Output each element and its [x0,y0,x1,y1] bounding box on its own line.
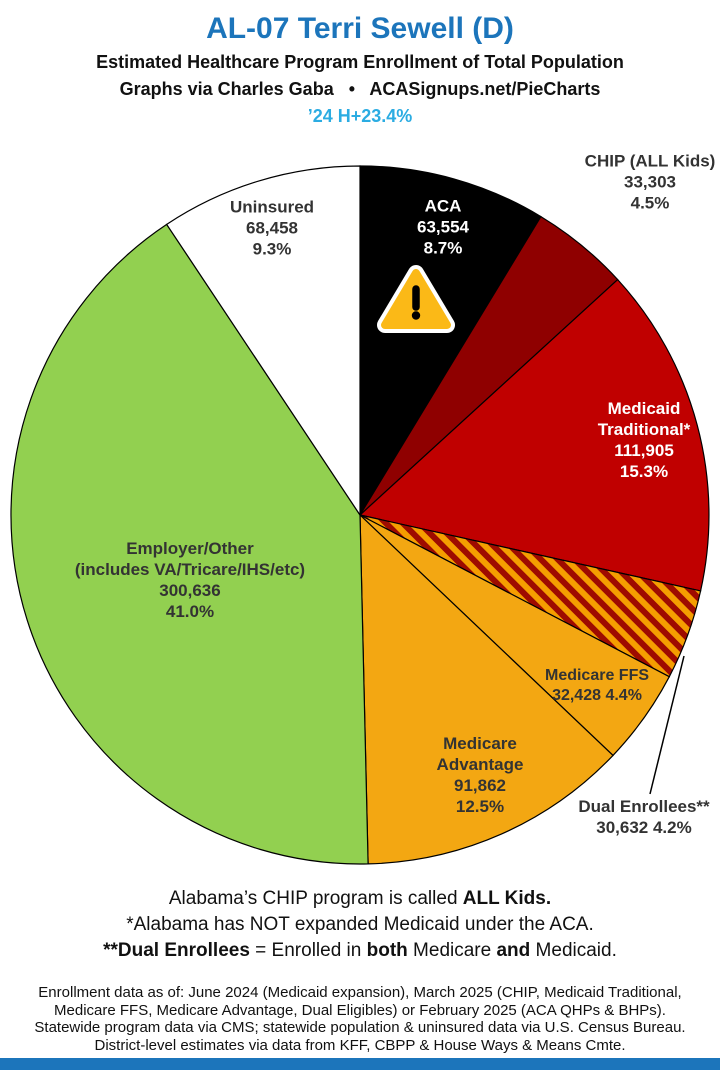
note-line-2: *Alabama has NOT expanded Medicaid under… [126,914,594,935]
note-line-3-text3: Medicaid. [530,940,617,961]
note-line-3-bold3: and [496,940,531,961]
pie-slice-medicare-advantage [359,513,614,865]
pie-chart: Uninsured 68,458 9.3% ACA 63,554 8.7% CH… [0,150,720,865]
label-chip-name: CHIP (ALL Kids) [584,151,716,171]
subtitle-line2: Graphs via Charles Gaba • ACASignups.net… [119,79,601,99]
label-medicaid-name2: Traditional* [597,420,691,439]
dual-pointer-line [649,655,685,795]
label-employer-pct: 41.0% [165,602,215,621]
warning-icon-exclamation-dot [411,311,421,320]
label-ffs-value-pct: 32,428 4.4% [552,687,642,704]
header: AL-07 Terri Sewell (D) Estimated Healthc… [0,0,720,127]
note-line-3-text2: Medicare [407,940,497,961]
label-ffs-name: Medicare FFS [544,667,650,684]
label-advantage-name1: Medicare [443,734,517,753]
label-chip: CHIP (ALL Kids) 33,303 4.5% [585,151,716,214]
label-advantage-name2: Advantage [436,755,524,774]
label-uninsured-value: 68,458 [246,218,298,238]
label-medicare-advantage: Medicare Advantage 91,862 12.5% [437,733,524,817]
note-line-3-text1: = Enrolled in [249,940,367,961]
label-employer-name2: (includes VA/Tricare/IHS/etc) [74,560,306,579]
note-line-1: Alabama’s CHIP program is called ALL Kid… [0,886,720,912]
subtitle-line1: Estimated Healthcare Program Enrollment … [96,52,624,72]
label-medicaid-pct: 15.3% [619,462,669,481]
footer-line-3: Statewide program data via CMS; statewid… [34,1019,686,1036]
notes: Alabama’s CHIP program is called ALL Kid… [0,886,720,964]
label-chip-value: 33,303 [624,172,676,192]
label-advantage-pct: 12.5% [455,797,505,816]
note-line-1-text: Alabama’s CHIP program is called [168,888,463,909]
label-medicaid-value: 111,905 [614,441,674,460]
label-medicare-ffs: Medicare FFS 32,428 4.4% [545,666,649,706]
label-chip-pct: 4.5% [630,193,670,213]
pie-slices [10,165,710,865]
label-aca: ACA 63,554 8.7% [417,196,469,259]
footer-line-1: Enrollment data as of: June 2024 (Medica… [38,984,682,1001]
note-line-3: **Dual Enrollees = Enrolled in both Medi… [0,938,720,964]
label-employer-other: Employer/Other (includes VA/Tricare/IHS/… [75,538,305,622]
label-dual-name: Dual Enrollees** [578,797,710,816]
label-uninsured-pct: 9.3% [252,239,292,259]
label-dual-value-pct: 30,632 4.2% [596,818,692,837]
growth-stat: ’24 H+23.4% [307,106,413,126]
label-dual-enrollees: Dual Enrollees** 30,632 4.2% [578,796,709,838]
label-uninsured: Uninsured 68,458 9.3% [230,197,314,260]
pie-slice-medicaid-traditional [358,278,710,592]
label-aca-value: 63,554 [417,217,469,237]
pie-slice-uninsured [165,165,361,517]
footer-line-4: District-level estimates via data from K… [94,1036,626,1054]
label-employer-name1: Employer/Other [126,539,254,558]
page-title: AL-07 Terri Sewell (D) [206,12,514,45]
pie-chart-svg [10,165,710,865]
note-line-3-bold1: **Dual Enrollees [103,940,250,961]
pie-slice-aca [359,165,542,518]
label-medicaid-traditional: Medicaid Traditional* 111,905 15.3% [598,398,691,482]
label-medicaid-name1: Medicaid [607,399,681,418]
data-sources: Enrollment data as of: June 2024 (Medica… [0,984,720,1054]
label-aca-pct: 8.7% [423,238,463,258]
note-line-1-bold: ALL Kids. [462,888,552,909]
label-employer-value: 300,636 [159,581,221,600]
label-uninsured-name: Uninsured [229,197,315,217]
label-advantage-value: 91,862 [453,776,506,795]
note-line-3-bold2: both [366,940,408,961]
footer-line-2: Medicare FFS, Medicare Advantage, Dual E… [54,1001,666,1019]
label-aca-name: ACA [424,196,462,216]
bottom-accent-bar [0,1058,720,1070]
pie-slice-employer-other [10,223,369,865]
warning-icon [377,265,455,333]
